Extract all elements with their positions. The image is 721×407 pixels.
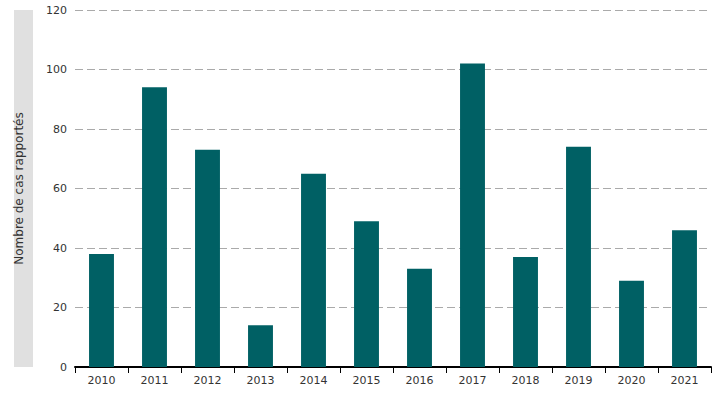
svg-text:2011: 2011	[141, 374, 169, 387]
svg-text:100: 100	[46, 63, 67, 76]
svg-text:60: 60	[53, 182, 67, 195]
svg-text:2016: 2016	[406, 374, 434, 387]
svg-text:2010: 2010	[88, 374, 116, 387]
svg-text:2013: 2013	[247, 374, 275, 387]
svg-text:20: 20	[53, 301, 67, 314]
svg-text:0: 0	[60, 361, 67, 374]
svg-text:2014: 2014	[300, 374, 328, 387]
svg-text:Nombre de cas rapportés: Nombre de cas rapportés	[12, 112, 26, 264]
svg-text:2017: 2017	[459, 374, 487, 387]
svg-text:40: 40	[53, 242, 67, 255]
svg-text:2021: 2021	[671, 374, 699, 387]
svg-text:120: 120	[46, 4, 67, 17]
svg-text:2020: 2020	[618, 374, 646, 387]
svg-text:80: 80	[53, 123, 67, 136]
svg-text:2018: 2018	[512, 374, 540, 387]
svg-text:2019: 2019	[565, 374, 593, 387]
svg-text:2015: 2015	[353, 374, 381, 387]
svg-text:2012: 2012	[194, 374, 222, 387]
